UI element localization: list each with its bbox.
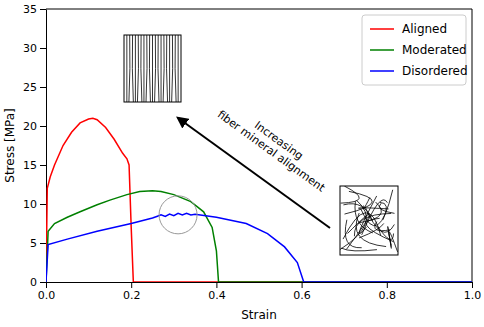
y-tick-label: 15 [23,159,37,172]
legend-label: Moderated [402,43,467,57]
x-tick-mark [302,282,303,288]
y-tick-mark [40,87,46,88]
highlight-circle [159,196,197,234]
x-axis-title: Strain [241,308,277,322]
fiber [389,232,398,252]
x-tick-label: 0.0 [38,289,56,302]
fiber [143,35,144,102]
y-tick: 10 [23,198,46,211]
y-tick-label: 25 [23,81,37,94]
fiber [354,213,391,236]
x-tick-label: 0.4 [208,289,226,302]
fiber [141,35,142,102]
inset-frame [124,35,181,102]
fiber [361,190,393,226]
fiber [341,186,360,203]
fiber [135,35,136,102]
x-tick-mark [131,282,132,288]
y-tick: 30 [23,42,46,55]
fiber [158,35,159,102]
x-tick-label: 0.6 [293,289,311,302]
x-tick-mark [387,282,388,288]
frame-top [46,9,472,10]
x-tick-mark [46,282,47,288]
fiber [155,35,156,102]
y-tick: 5 [30,237,46,250]
fiber [166,35,167,102]
fiber [163,35,164,102]
annotation-line: fiber mineral alignment [215,108,328,195]
fiber [380,202,387,219]
y-tick: 25 [23,81,46,94]
x-tick-mark [216,282,217,288]
series-line [46,191,472,282]
fiber [129,35,130,102]
y-tick: 20 [23,120,46,133]
y-tick-label: 20 [23,120,37,133]
chart: 0.0 0.2 0.4 0.6 0.8 1.0 0 5 10 15 20 25 30 35 Strain St… [0,0,484,327]
y-tick: 15 [23,159,46,172]
y-tick-label: 0 [30,276,37,289]
y-tick-label: 10 [23,198,37,211]
legend-label: Aligned [402,22,447,36]
fiber [343,213,381,239]
inset-frame [340,186,398,255]
legend-swatch [370,49,394,51]
fiber [146,35,147,102]
y-tick-label: 30 [23,42,37,55]
fiber [132,35,133,102]
y-axis-title: Stress [MPa] [3,108,17,182]
fiber [126,35,127,102]
x-tick: 0.8 [379,282,397,302]
x-tick: 1.0 [464,282,482,302]
inset-disordered [340,186,398,255]
frame-right [472,9,473,282]
x-axis: 0.0 0.2 0.4 0.6 0.8 1.0 [38,282,482,302]
y-tick-label: 5 [30,237,37,250]
fiber [346,214,369,249]
series-line [46,213,472,282]
fiber [149,35,150,102]
annotation: Increasingfiber mineral alignment [215,97,336,195]
y-tick: 0 [30,276,46,289]
x-tick: 0.2 [123,282,141,302]
legend-swatch [370,28,394,30]
y-tick-mark [40,243,46,244]
inset-aligned [124,35,181,102]
y-tick: 35 [23,3,46,16]
y-tick-mark [40,126,46,127]
x-tick-mark [472,282,473,288]
x-axis-line [47,282,473,283]
x-tick: 0.0 [38,282,56,302]
y-tick-mark [40,48,46,49]
fiber [172,35,173,102]
legend-swatch [370,70,394,72]
y-tick-mark [40,282,46,283]
legend: Aligned Moderated Disordered [362,15,468,85]
y-tick-mark [40,9,46,10]
y-tick-label: 35 [23,3,37,16]
x-tick: 0.6 [293,282,311,302]
y-tick-mark [40,204,46,205]
y-axis: 0 5 10 15 20 25 30 35 [23,3,47,289]
fiber [379,203,394,213]
x-tick-label: 1.0 [464,289,482,302]
x-tick: 0.4 [208,282,226,302]
fiber [169,35,170,102]
fiber [345,220,361,248]
legend-label: Disordered [402,64,468,78]
fiber [178,35,179,102]
fiber [137,35,138,102]
fiber [175,35,176,102]
y-tick-mark [40,165,46,166]
fiber [161,35,162,102]
x-tick-label: 0.2 [123,289,141,302]
fiber [152,35,153,102]
x-tick-label: 0.8 [379,289,397,302]
